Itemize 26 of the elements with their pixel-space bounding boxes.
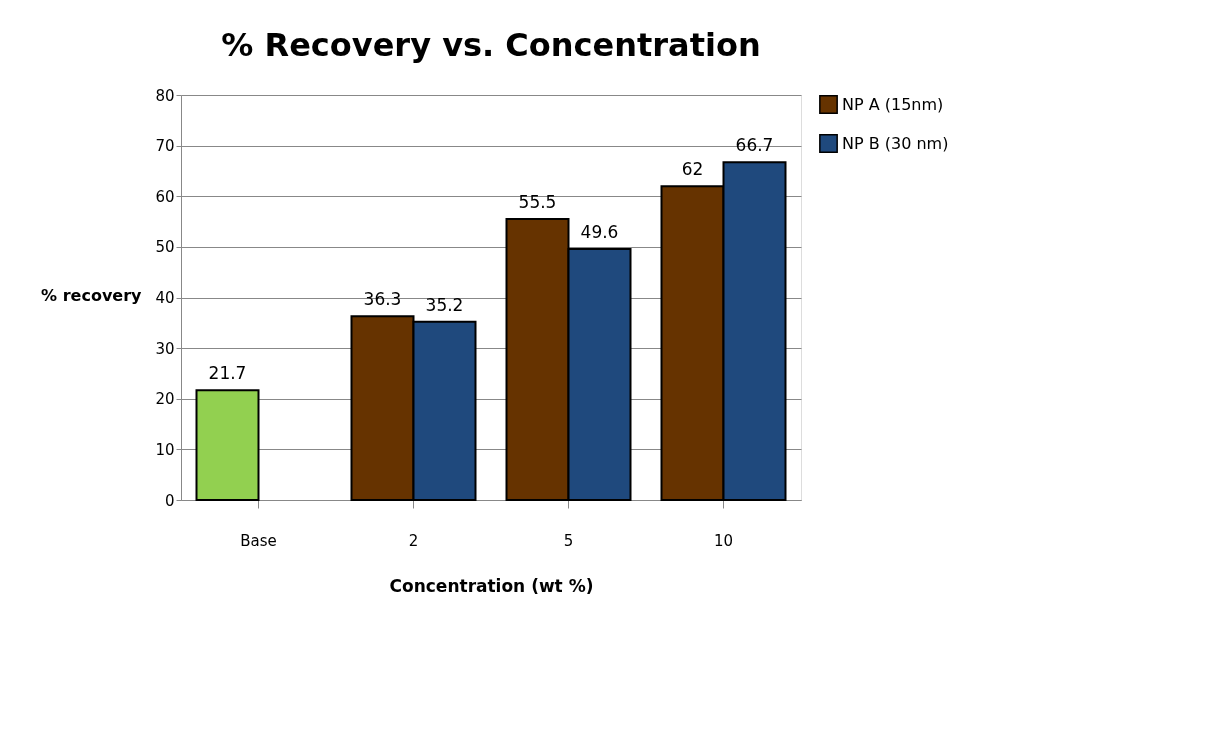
y-tick-label: 10 [155, 440, 175, 459]
data-label: 21.7 [208, 363, 247, 384]
x-tick-label: Base [240, 531, 277, 550]
y-tick-label: 30 [155, 339, 175, 358]
y-tick-label: 0 [164, 491, 175, 510]
x-axis-title: Concentration (wt %) [389, 575, 594, 596]
y-tick-label: 40 [155, 289, 175, 307]
chart-title: % Recovery vs. Concentration [221, 26, 761, 64]
y-tick-label: 50 [155, 238, 175, 257]
y-tick-label: 20 [155, 390, 175, 409]
data-label: 62 [681, 159, 704, 180]
data-label: 35.2 [425, 294, 464, 315]
bar [195, 389, 260, 501]
data-label: 36.3 [363, 289, 402, 310]
x-tick-label: 2 [408, 531, 419, 550]
y-tick-label: 80 [155, 86, 175, 105]
y-tick-label: 70 [155, 137, 175, 156]
data-label: 49.6 [580, 221, 619, 242]
data-label: 66.7 [735, 135, 774, 156]
x-tick-label: 10 [713, 531, 734, 550]
y-tick-label: 60 [155, 187, 175, 206]
legend-label: NP A (15nm) [842, 94, 944, 114]
legend-label: NP B (30 nm) [842, 133, 949, 153]
y-axis-title: % recovery [41, 285, 143, 305]
data-label: 55.5 [518, 192, 557, 213]
x-tick-label: 5 [563, 531, 574, 550]
